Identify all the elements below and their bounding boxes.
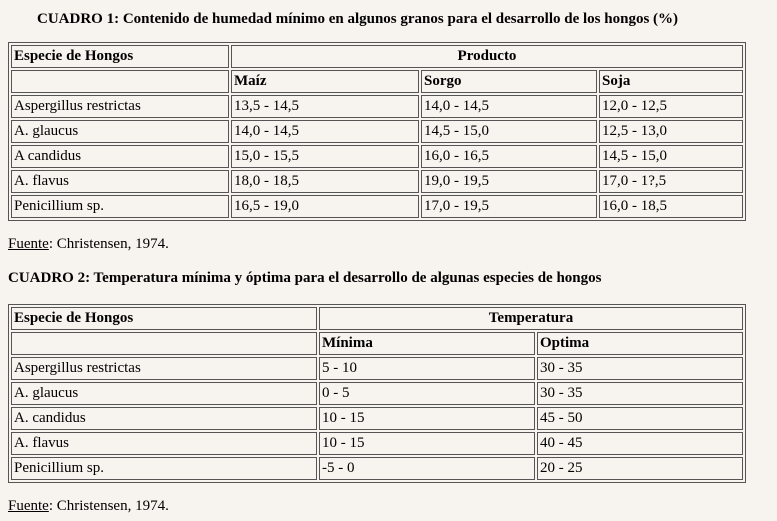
value-cell: 17,0 - 1?,5	[599, 170, 743, 193]
table-row: Penicillium sp. -5 - 0 20 - 25	[11, 457, 743, 480]
species-cell: Aspergillus restrictas	[11, 95, 229, 118]
table-row: A candidus 15,0 - 15,5 16,0 - 16,5 14,5 - 1…	[11, 145, 743, 168]
temperature-header: Temperatura	[319, 307, 743, 330]
species-cell: A candidus	[11, 145, 229, 168]
species-cell: Penicillium sp.	[11, 195, 229, 218]
species-cell: A. flavus	[11, 170, 229, 193]
species-cell: Aspergillus restrictas	[11, 357, 317, 380]
empty-header-cell	[11, 70, 229, 93]
value-cell: 40 - 45	[537, 432, 743, 455]
column-header: Soja	[599, 70, 743, 93]
species-header: Especie de Hongos	[11, 45, 229, 68]
species-cell: A. flavus	[11, 432, 317, 455]
value-cell: 14,5 - 15,0	[421, 120, 597, 143]
column-header: Mínima	[319, 332, 535, 355]
species-cell: A. candidus	[11, 407, 317, 430]
table-row: Aspergillus restrictas 13,5 - 14,5 14,0 - …	[11, 95, 743, 118]
species-cell: Penicillium sp.	[11, 457, 317, 480]
source-label: Fuente	[8, 498, 49, 514]
value-cell: 15,0 - 15,5	[231, 145, 419, 168]
value-cell: 12,5 - 13,0	[599, 120, 743, 143]
product-header: Producto	[231, 45, 743, 68]
temperature-table: Especie de Hongos Temperatura Mínima Opt…	[8, 304, 746, 483]
column-header: Sorgo	[421, 70, 597, 93]
species-cell: A. glaucus	[11, 120, 229, 143]
column-header: Optima	[537, 332, 743, 355]
source-note-2: Fuente: Christensen, 1974.	[8, 498, 169, 515]
species-header: Especie de Hongos	[11, 307, 317, 330]
table-row: A. flavus 10 - 15 40 - 45	[11, 432, 743, 455]
table2-title: CUADRO 2: Temperatura mínima y óptima pa…	[8, 270, 602, 286]
empty-header-cell	[11, 332, 317, 355]
source-label: Fuente	[8, 236, 49, 252]
table-row: A. glaucus 14,0 - 14,5 14,5 - 15,0 12,5 - 1…	[11, 120, 743, 143]
table-row: A. candidus 10 - 15 45 - 50	[11, 407, 743, 430]
source-text: : Christensen, 1974.	[48, 498, 169, 514]
value-cell: 13,5 - 14,5	[231, 95, 419, 118]
value-cell: 10 - 15	[319, 407, 535, 430]
value-cell: 14,0 - 14,5	[421, 95, 597, 118]
table1-title: CUADRO 1: Contenido de humedad mínimo en…	[37, 11, 679, 27]
humidity-table: Especie de Hongos Producto Maíz Sorgo So…	[8, 42, 746, 221]
value-cell: 5 - 10	[319, 357, 535, 380]
value-cell: 19,0 - 19,5	[421, 170, 597, 193]
table-row: Penicillium sp. 16,5 - 19,0 17,0 - 19,5 16,…	[11, 195, 743, 218]
value-cell: 14,5 - 15,0	[599, 145, 743, 168]
value-cell: 16,0 - 18,5	[599, 195, 743, 218]
table-row: A. glaucus 0 - 5 30 - 35	[11, 382, 743, 405]
value-cell: -5 - 0	[319, 457, 535, 480]
value-cell: 10 - 15	[319, 432, 535, 455]
table-row: A. flavus 18,0 - 18,5 19,0 - 19,5 17,0 - 1?…	[11, 170, 743, 193]
value-cell: 30 - 35	[537, 357, 743, 380]
value-cell: 20 - 25	[537, 457, 743, 480]
value-cell: 45 - 50	[537, 407, 743, 430]
source-note-1: Fuente: Christensen, 1974.	[8, 236, 169, 253]
column-header: Maíz	[231, 70, 419, 93]
species-cell: A. glaucus	[11, 382, 317, 405]
value-cell: 0 - 5	[319, 382, 535, 405]
value-cell: 16,5 - 19,0	[231, 195, 419, 218]
value-cell: 12,0 - 12,5	[599, 95, 743, 118]
value-cell: 16,0 - 16,5	[421, 145, 597, 168]
value-cell: 17,0 - 19,5	[421, 195, 597, 218]
source-text: : Christensen, 1974.	[48, 236, 169, 252]
value-cell: 30 - 35	[537, 382, 743, 405]
value-cell: 18,0 - 18,5	[231, 170, 419, 193]
table-row: Aspergillus restrictas 5 - 10 30 - 35	[11, 357, 743, 380]
value-cell: 14,0 - 14,5	[231, 120, 419, 143]
